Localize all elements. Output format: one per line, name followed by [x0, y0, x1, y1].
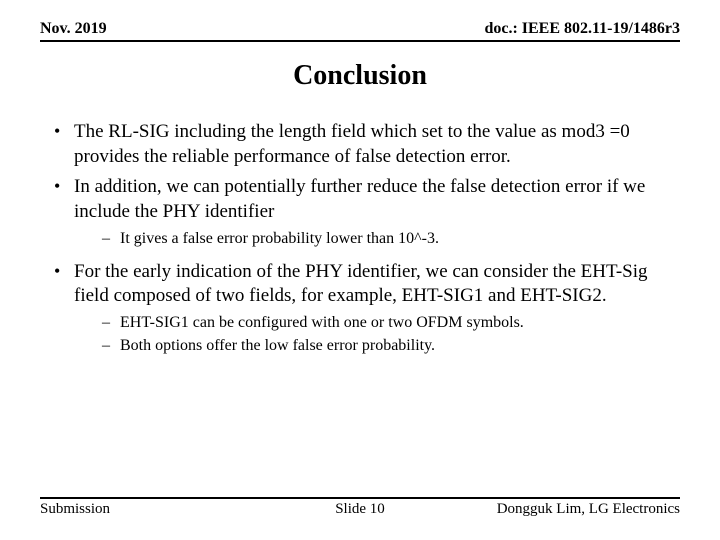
bullet-item: In addition, we can potentially further …: [48, 175, 680, 249]
sub-bullet-list: It gives a false error probability lower…: [74, 229, 680, 250]
header-date: Nov. 2019: [40, 20, 107, 38]
footer-left: Submission: [40, 501, 110, 518]
sub-bullet-item: Both options offer the low false error p…: [102, 336, 680, 357]
footer-right: Dongguk Lim, LG Electronics: [497, 501, 680, 518]
sub-bullet-text: It gives a false error probability lower…: [120, 230, 439, 247]
bullet-text: For the early indication of the PHY iden…: [74, 261, 648, 307]
header-doc: doc.: IEEE 802.11-19/1486r3: [484, 20, 680, 38]
content-area: The RL-SIG including the length field wh…: [40, 120, 680, 357]
sub-bullet-item: It gives a false error probability lower…: [102, 229, 680, 250]
sub-bullet-text: EHT-SIG1 can be configured with one or t…: [120, 314, 524, 331]
footer-row: Submission Slide 10 Dongguk Lim, LG Elec…: [40, 497, 680, 518]
bullet-list: The RL-SIG including the length field wh…: [48, 120, 680, 357]
slide-page: Nov. 2019 doc.: IEEE 802.11-19/1486r3 Co…: [0, 0, 720, 540]
sub-bullet-item: EHT-SIG1 can be configured with one or t…: [102, 313, 680, 334]
sub-bullet-text: Both options offer the low false error p…: [120, 337, 435, 354]
page-title: Conclusion: [40, 60, 680, 92]
sub-bullet-list: EHT-SIG1 can be configured with one or t…: [74, 313, 680, 357]
bullet-item: The RL-SIG including the length field wh…: [48, 120, 680, 169]
bullet-text: The RL-SIG including the length field wh…: [74, 121, 630, 167]
bullet-item: For the early indication of the PHY iden…: [48, 260, 680, 357]
bullet-text: In addition, we can potentially further …: [74, 176, 645, 222]
header-row: Nov. 2019 doc.: IEEE 802.11-19/1486r3: [40, 20, 680, 42]
